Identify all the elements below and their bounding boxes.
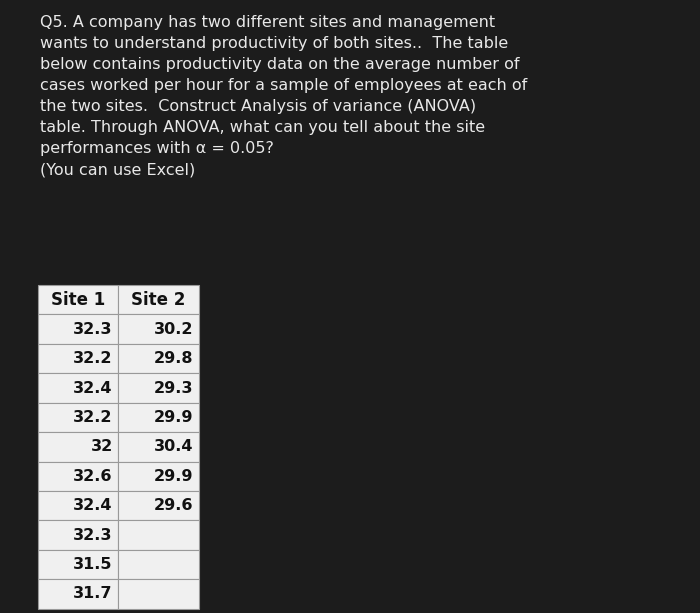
Text: 32.3: 32.3 [74, 528, 113, 543]
Text: 29.8: 29.8 [154, 351, 193, 366]
Bar [38, 344, 118, 373]
Text: Site 2: Site 2 [132, 291, 186, 309]
Text: 29.9: 29.9 [154, 469, 193, 484]
Text: 32.4: 32.4 [74, 381, 113, 395]
Bar [38, 462, 118, 491]
Text: 30.2: 30.2 [154, 322, 193, 337]
Text: 31.7: 31.7 [74, 587, 113, 601]
Text: Q5. A company has two different sites and management
wants to understand product: Q5. A company has two different sites an… [40, 15, 527, 177]
Text: Site 1: Site 1 [51, 291, 105, 309]
Bar [118, 432, 199, 462]
Text: 31.5: 31.5 [74, 557, 113, 572]
Bar [118, 491, 199, 520]
Bar [38, 579, 118, 609]
Bar [38, 432, 118, 462]
Text: 32.4: 32.4 [74, 498, 113, 513]
Bar [118, 314, 199, 344]
Text: 30.4: 30.4 [154, 440, 193, 454]
Text: 32.3: 32.3 [74, 322, 113, 337]
Bar [118, 373, 199, 403]
Bar [38, 491, 118, 520]
Bar [38, 314, 118, 344]
Text: 29.6: 29.6 [154, 498, 193, 513]
Bar [118, 550, 199, 579]
Bar [38, 403, 118, 432]
Bar [118, 462, 199, 491]
Text: 32.2: 32.2 [74, 351, 113, 366]
Text: 32.6: 32.6 [74, 469, 113, 484]
Bar [118, 520, 199, 550]
Bar [118, 403, 199, 432]
Bar [118, 344, 199, 373]
Text: 32: 32 [90, 440, 113, 454]
Bar [38, 373, 118, 403]
Bar [38, 550, 118, 579]
Bar [118, 579, 199, 609]
Text: 29.9: 29.9 [154, 410, 193, 425]
Bar [38, 285, 118, 314]
Bar [38, 520, 118, 550]
Text: 32.2: 32.2 [74, 410, 113, 425]
Text: 29.3: 29.3 [154, 381, 193, 395]
Bar [118, 285, 199, 314]
